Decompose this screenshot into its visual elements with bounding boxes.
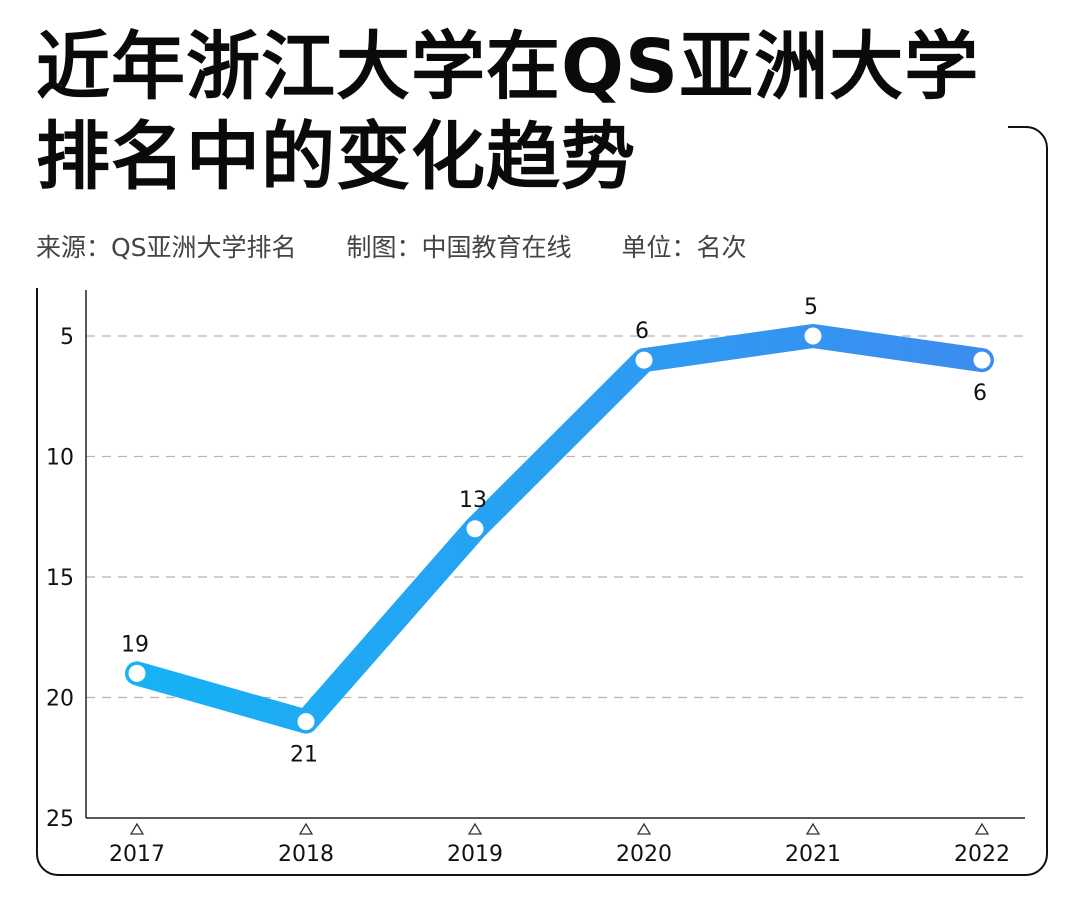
y-tick-label: 15 [46, 566, 74, 591]
page-title: 近年浙江大学在QS亚洲大学 排名中的变化趋势 [36, 22, 1046, 202]
data-labels: 19 21 13 6 5 6 [121, 295, 987, 768]
x-tick-marker [467, 822, 483, 835]
chart-meta: 来源：QS亚洲大学排名 制图：中国教育在线 单位：名次 [36, 228, 789, 264]
frame-gap-top [20, 110, 1008, 150]
data-point [635, 351, 653, 369]
x-tick-marker [974, 822, 990, 835]
x-tick-label: 2017 [109, 842, 165, 867]
title-line-2: 排名中的变化趋势 [36, 114, 636, 200]
title-line-1: 近年浙江大学在QS亚洲大学 [36, 24, 980, 110]
x-tick-marker [298, 822, 314, 835]
x-tick-marker [129, 822, 145, 835]
x-tick-label: 2019 [447, 842, 503, 867]
x-tick-label: 2020 [616, 842, 672, 867]
data-point [973, 351, 991, 369]
maker-text: 制图：中国教育在线 [346, 233, 572, 262]
source-text: 来源：QS亚洲大学排名 [36, 233, 297, 262]
data-point [804, 327, 822, 345]
data-label: 6 [635, 319, 649, 344]
unit-text: 单位：名次 [621, 233, 747, 262]
data-label: 21 [290, 743, 318, 768]
data-label: 5 [804, 295, 818, 320]
x-tick-marker [636, 822, 652, 835]
data-label: 19 [121, 632, 149, 657]
x-tick-label: 2021 [785, 842, 841, 867]
series-line [125, 324, 994, 734]
x-tick-label: 2018 [278, 842, 334, 867]
data-label: 6 [973, 381, 987, 406]
y-tick-label: 20 [46, 687, 74, 712]
series-layer [125, 324, 994, 734]
data-point [466, 520, 484, 538]
y-tick-label: 5 [60, 325, 74, 350]
x-tick-marker [805, 822, 821, 835]
axes: 5 10 15 20 25 2017 2018 2019 2020 2021 2022 [46, 290, 1025, 867]
grid-lines [86, 335, 1025, 699]
data-point [128, 664, 146, 682]
y-tick-label: 10 [46, 446, 74, 471]
x-tick-label: 2022 [954, 842, 1010, 867]
y-tick-label: 25 [46, 807, 74, 832]
data-label: 13 [459, 488, 487, 513]
frame-gap-left [20, 110, 50, 288]
data-point [297, 713, 315, 731]
